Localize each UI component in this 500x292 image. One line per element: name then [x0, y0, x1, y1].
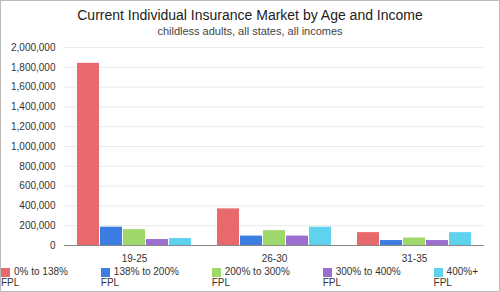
svg-text:400,000: 400,000 [19, 200, 56, 211]
svg-text:800,000: 800,000 [19, 161, 56, 172]
html-text:200% to 300% FPL: 200% to 300% FPL [211, 266, 290, 288]
svg-text:1,000,000: 1,000,000 [11, 141, 56, 152]
html-text:childless adults, all states,: childless adults, all states, all income… [157, 25, 343, 37]
html-text:400%+ FPL: 400%+ FPL [433, 266, 478, 288]
svg-text:1,600,000: 1,600,000 [11, 81, 56, 92]
svg-text:1,400,000: 1,400,000 [11, 101, 56, 112]
svg-text:2,000,000: 2,000,000 [11, 42, 56, 53]
svg-text:31-35: 31-35 [402, 253, 428, 264]
html-text:Current Individual Insurance M: Current Individual Insurance Market by A… [77, 7, 423, 23]
html-text:138% to 200% FPL: 138% to 200% FPL [100, 266, 179, 288]
svg-text:1,800,000: 1,800,000 [11, 62, 56, 73]
svg-text:200,000: 200,000 [19, 220, 56, 231]
html-text:300% to 400% FPL: 300% to 400% FPL [322, 266, 401, 288]
svg-text:19-25: 19-25 [122, 253, 148, 264]
svg-text:0: 0 [50, 240, 56, 251]
html-text:0% to 138% FPL: 0% to 138% FPL [1, 266, 68, 288]
svg-text:26-30: 26-30 [262, 253, 288, 264]
svg-text:1,200,000: 1,200,000 [11, 121, 56, 132]
svg-text:600,000: 600,000 [19, 180, 56, 191]
